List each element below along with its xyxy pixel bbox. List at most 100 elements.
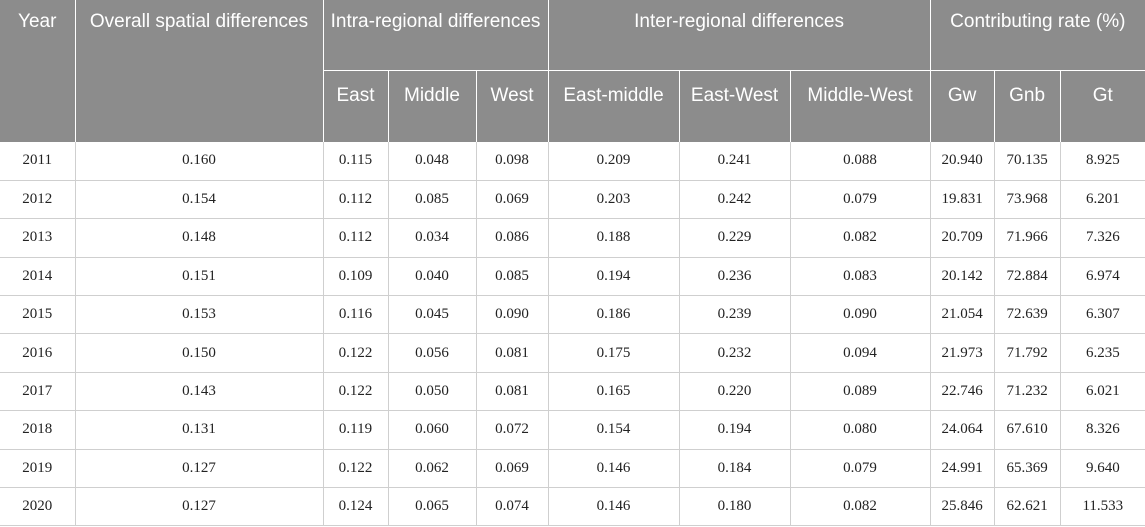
header-gt: Gt — [1059, 70, 1145, 142]
cell-gw: 21.054 — [929, 295, 995, 335]
cell-gt: 6.235 — [1059, 333, 1145, 373]
cell-gnb: 73.968 — [993, 180, 1061, 220]
cell-intra-west: 0.081 — [475, 333, 549, 373]
cell-intra-east: 0.109 — [322, 257, 388, 297]
header-gnb: Gnb — [993, 70, 1061, 142]
cell-intra-middle: 0.050 — [387, 372, 476, 412]
cell-intra-east: 0.112 — [322, 218, 388, 258]
cell-overall: 0.150 — [74, 333, 323, 373]
cell-intra-west: 0.090 — [475, 295, 549, 335]
cell-year: 2011 — [0, 142, 75, 181]
cell-intra-east: 0.112 — [322, 180, 388, 220]
cell-inter-east-west: 0.232 — [678, 333, 791, 373]
cell-intra-east: 0.122 — [322, 333, 388, 373]
table-header: Year Overall spatial differences Intra-r… — [0, 0, 1145, 142]
cell-gt: 8.326 — [1059, 410, 1145, 450]
cell-gw: 24.991 — [929, 449, 995, 489]
cell-gw: 19.831 — [929, 180, 995, 220]
cell-inter-east-middle: 0.165 — [547, 372, 680, 412]
table-body: 2011 0.160 0.115 0.048 0.098 0.209 0.241… — [0, 142, 1145, 527]
cell-intra-middle: 0.040 — [387, 257, 476, 297]
cell-overall: 0.127 — [74, 487, 323, 527]
cell-gw: 21.973 — [929, 333, 995, 373]
cell-intra-west: 0.069 — [475, 180, 549, 220]
cell-inter-middle-west: 0.083 — [789, 257, 931, 297]
cell-overall: 0.154 — [74, 180, 323, 220]
cell-inter-east-west: 0.194 — [678, 410, 791, 450]
cell-intra-middle: 0.085 — [387, 180, 476, 220]
cell-year: 2012 — [0, 180, 75, 220]
cell-inter-east-west: 0.220 — [678, 372, 791, 412]
cell-intra-west: 0.085 — [475, 257, 549, 297]
cell-inter-middle-west: 0.079 — [789, 449, 931, 489]
table-row: 2020 0.127 0.124 0.065 0.074 0.146 0.180… — [0, 487, 1145, 527]
cell-inter-east-west: 0.241 — [678, 142, 791, 181]
cell-gnb: 72.639 — [993, 295, 1061, 335]
cell-gnb: 71.966 — [993, 218, 1061, 258]
cell-inter-middle-west: 0.082 — [789, 218, 931, 258]
cell-gnb: 72.884 — [993, 257, 1061, 297]
table-row: 2018 0.131 0.119 0.060 0.072 0.154 0.194… — [0, 410, 1145, 450]
table-row: 2012 0.154 0.112 0.085 0.069 0.203 0.242… — [0, 180, 1145, 220]
cell-intra-west: 0.086 — [475, 218, 549, 258]
cell-year: 2017 — [0, 372, 75, 412]
cell-intra-west: 0.069 — [475, 449, 549, 489]
cell-inter-east-middle: 0.175 — [547, 333, 680, 373]
header-intra-regional-differences: Intra-regional differences — [322, 0, 549, 71]
cell-year: 2014 — [0, 257, 75, 297]
cell-inter-east-west: 0.242 — [678, 180, 791, 220]
table-row: 2011 0.160 0.115 0.048 0.098 0.209 0.241… — [0, 142, 1145, 181]
header-east: East — [322, 70, 388, 142]
header-inter-regional-differences: Inter-regional differences — [547, 0, 931, 71]
cell-year: 2013 — [0, 218, 75, 258]
cell-intra-middle: 0.048 — [387, 142, 476, 181]
cell-intra-middle: 0.065 — [387, 487, 476, 527]
cell-gw: 24.064 — [929, 410, 995, 450]
cell-inter-middle-west: 0.089 — [789, 372, 931, 412]
cell-inter-middle-west: 0.080 — [789, 410, 931, 450]
cell-intra-east: 0.122 — [322, 449, 388, 489]
cell-intra-middle: 0.056 — [387, 333, 476, 373]
cell-inter-east-middle: 0.146 — [547, 487, 680, 527]
cell-inter-east-west: 0.229 — [678, 218, 791, 258]
cell-inter-east-west: 0.239 — [678, 295, 791, 335]
table-row: 2015 0.153 0.116 0.045 0.090 0.186 0.239… — [0, 295, 1145, 335]
cell-year: 2016 — [0, 333, 75, 373]
cell-gw: 20.142 — [929, 257, 995, 297]
cell-gt: 6.201 — [1059, 180, 1145, 220]
cell-year: 2020 — [0, 487, 75, 527]
cell-inter-middle-west: 0.079 — [789, 180, 931, 220]
cell-inter-middle-west: 0.082 — [789, 487, 931, 527]
cell-intra-east: 0.119 — [322, 410, 388, 450]
cell-overall: 0.153 — [74, 295, 323, 335]
cell-gt: 11.533 — [1059, 487, 1145, 527]
cell-year: 2018 — [0, 410, 75, 450]
cell-intra-east: 0.124 — [322, 487, 388, 527]
cell-inter-east-middle: 0.186 — [547, 295, 680, 335]
cell-gt: 8.925 — [1059, 142, 1145, 181]
cell-gw: 20.709 — [929, 218, 995, 258]
table-row: 2013 0.148 0.112 0.034 0.086 0.188 0.229… — [0, 218, 1145, 258]
cell-gnb: 65.369 — [993, 449, 1061, 489]
cell-gw: 25.846 — [929, 487, 995, 527]
cell-intra-west: 0.074 — [475, 487, 549, 527]
table-row: 2017 0.143 0.122 0.050 0.081 0.165 0.220… — [0, 372, 1145, 412]
cell-inter-middle-west: 0.088 — [789, 142, 931, 181]
cell-inter-east-middle: 0.188 — [547, 218, 680, 258]
cell-inter-east-middle: 0.146 — [547, 449, 680, 489]
table-row: 2019 0.127 0.122 0.062 0.069 0.146 0.184… — [0, 449, 1145, 489]
cell-gt: 7.326 — [1059, 218, 1145, 258]
cell-inter-east-middle: 0.194 — [547, 257, 680, 297]
cell-intra-middle: 0.060 — [387, 410, 476, 450]
cell-gt: 6.974 — [1059, 257, 1145, 297]
cell-overall: 0.131 — [74, 410, 323, 450]
cell-inter-east-west: 0.180 — [678, 487, 791, 527]
header-contributing-rate: Contributing rate (%) — [929, 0, 1145, 71]
cell-inter-east-middle: 0.154 — [547, 410, 680, 450]
cell-intra-west: 0.072 — [475, 410, 549, 450]
cell-intra-east: 0.115 — [322, 142, 388, 181]
header-overall-spatial-differences: Overall spatial differences — [74, 0, 323, 142]
cell-gnb: 71.232 — [993, 372, 1061, 412]
cell-inter-middle-west: 0.094 — [789, 333, 931, 373]
